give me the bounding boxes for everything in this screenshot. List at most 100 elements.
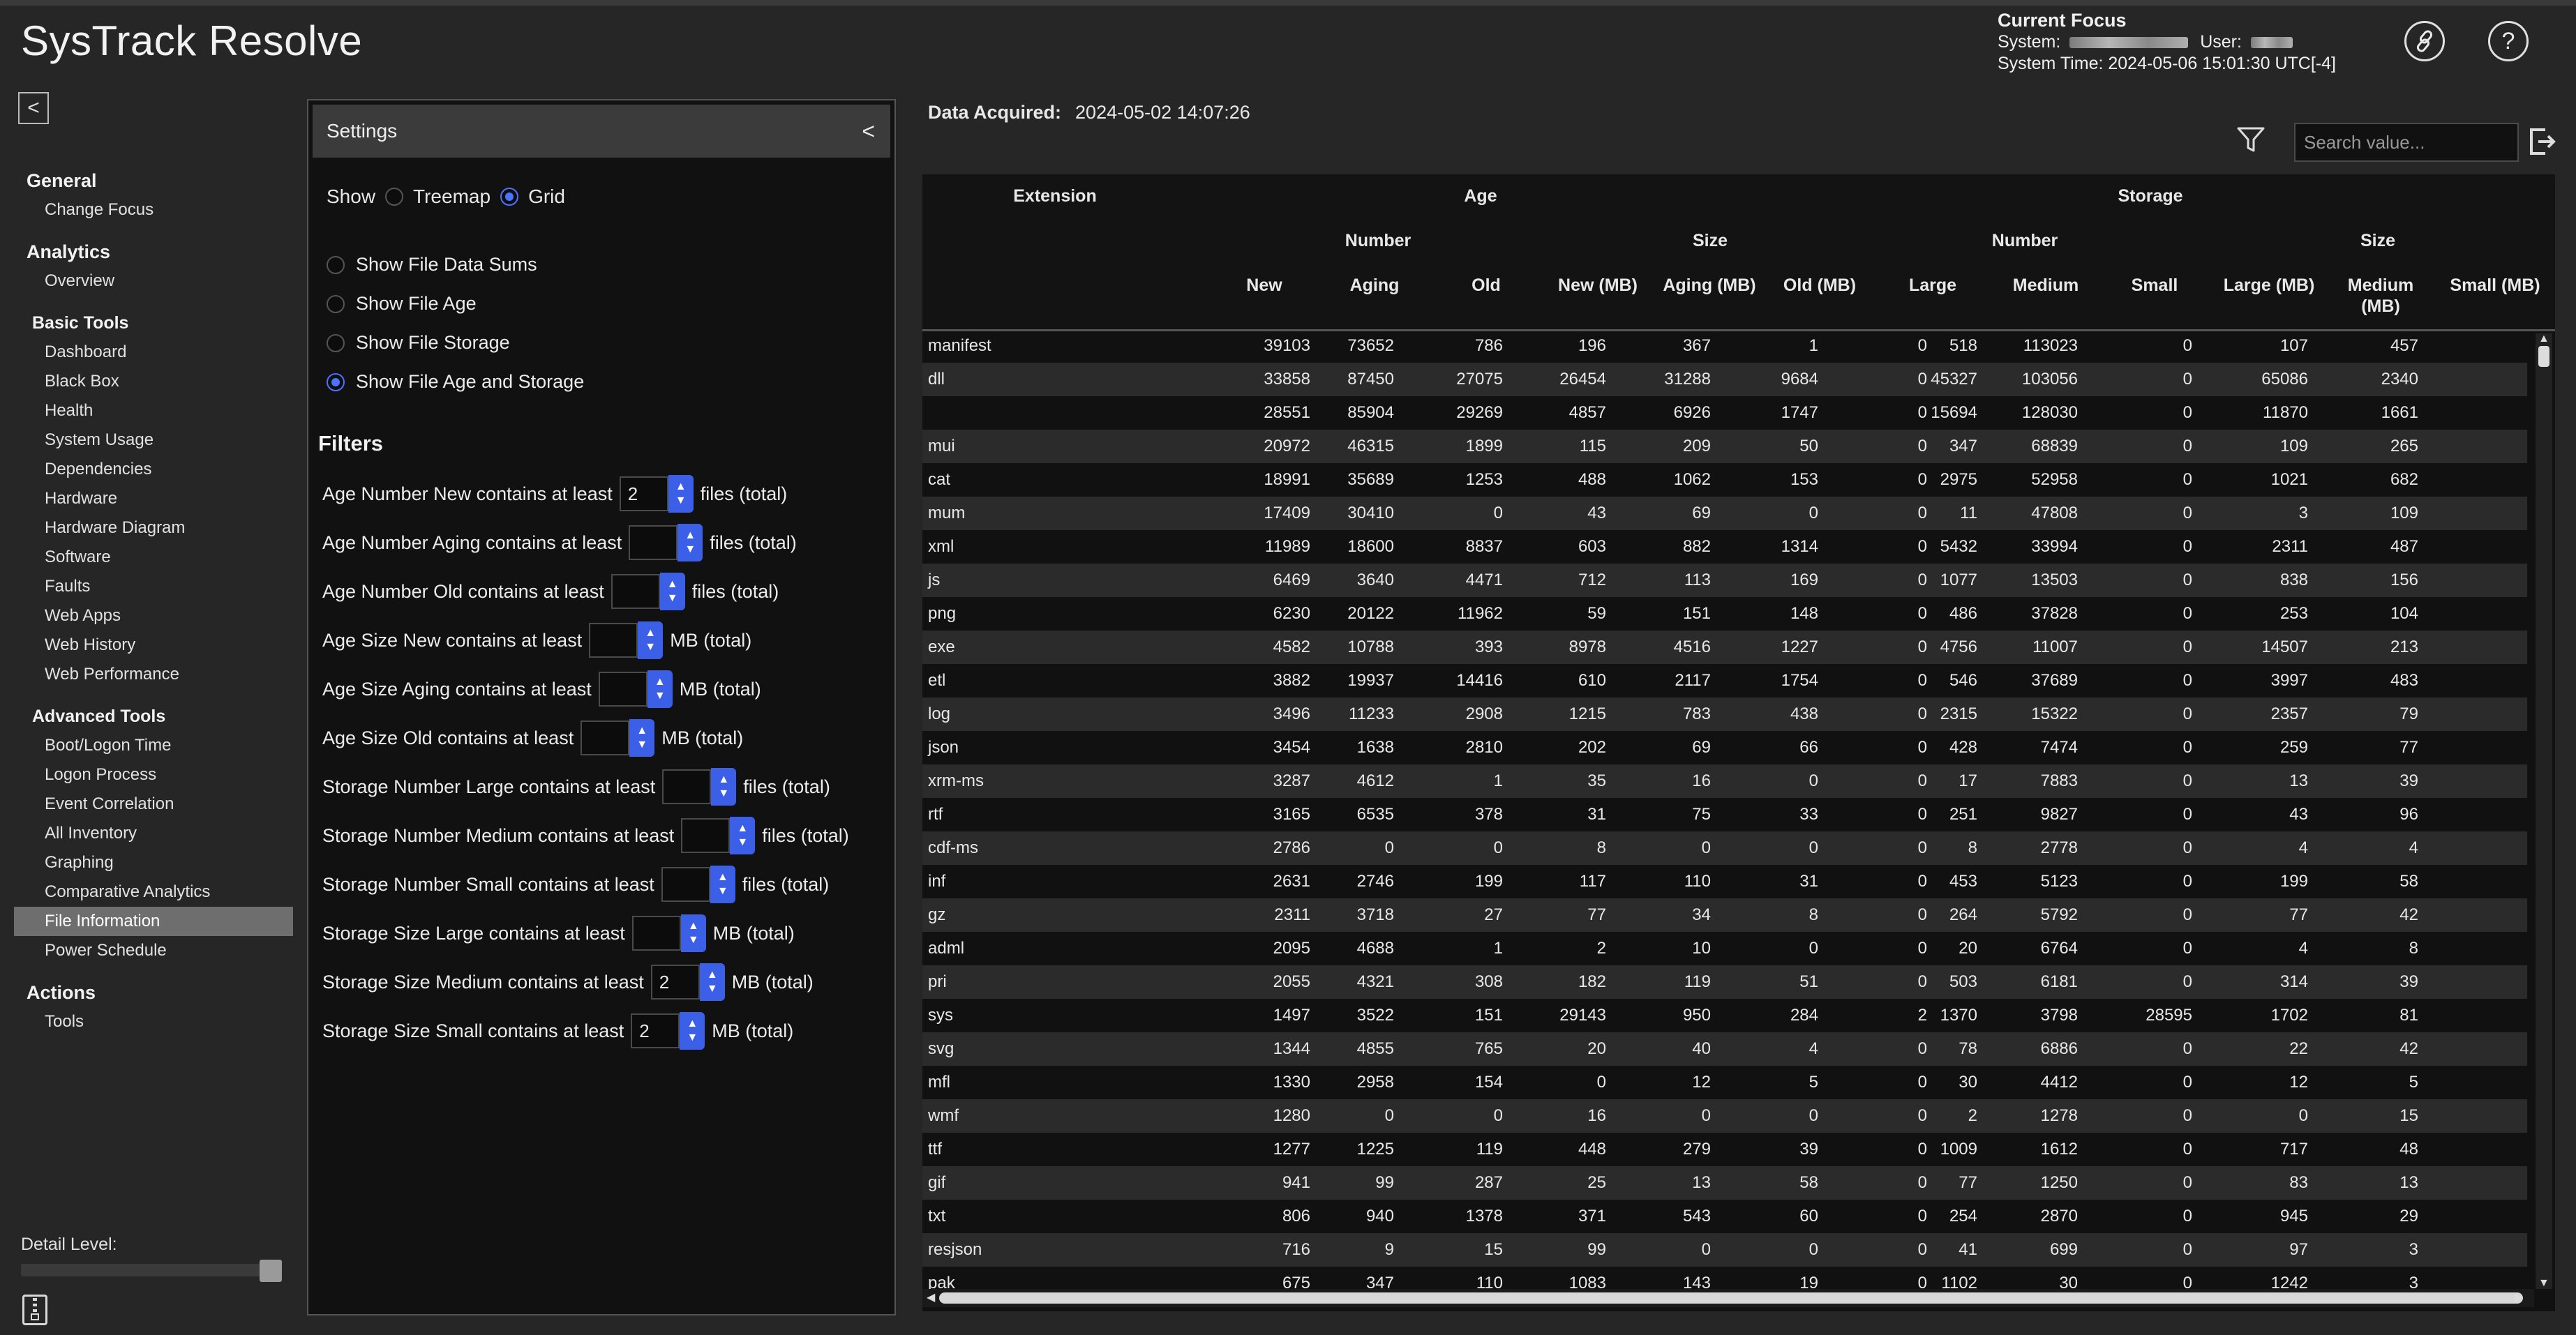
sidebar-item-overview[interactable]: Overview [45,271,115,290]
detail-level-slider-track[interactable] [21,1264,274,1276]
grid-horizontal-scrollbar[interactable]: ◀ ▶ [922,1289,2534,1307]
stepper-arrows-icon[interactable]: ▲ ▼ [680,1012,705,1050]
filter-stepper-0[interactable]: 2 ▲ ▼ [619,475,694,513]
sidebar-item-power-schedule[interactable]: Power Schedule [45,941,167,960]
filter-value-input-4[interactable] [598,672,647,707]
filter-value-input-9[interactable] [631,916,681,951]
filter-stepper-8[interactable]: ▲ ▼ [661,866,735,903]
option-radio-3[interactable] [327,372,345,391]
sidebar-item-web-performance[interactable]: Web Performance [45,665,179,684]
stepper-arrows-icon[interactable]: ▲ ▼ [659,573,685,610]
option-radio-2[interactable] [327,333,345,352]
detail-level-slider-handle[interactable] [260,1260,282,1282]
filter-stepper-10[interactable]: 2 ▲ ▼ [650,963,725,1001]
filter-value-input-2[interactable] [611,574,660,609]
table-row[interactable]: manifest 39103 73652 786 196 367 1 0 518 113023 0 1… [922,329,2527,363]
zip-file-icon[interactable] [22,1295,47,1325]
sidebar-item-dashboard[interactable]: Dashboard [45,342,127,361]
table-row[interactable]: sys 1497 3522 151 29143 950 284 2 1370 3798 28595 1… [922,999,2527,1032]
filter-stepper-5[interactable]: ▲ ▼ [581,719,655,757]
filter-value-input-3[interactable] [589,623,638,658]
treemap-radio[interactable] [385,188,404,206]
scroll-down-arrow-icon[interactable]: ▼ [2538,1277,2549,1289]
sidebar-item-hardware-diagram[interactable]: Hardware Diagram [45,518,186,537]
table-row[interactable]: js 6469 3640 4471 712 113 169 0 1077 13503 0 838 156 [922,564,2527,597]
stepper-arrows-icon[interactable]: ▲ ▼ [668,475,694,513]
filter-stepper-11[interactable]: 2 ▲ ▼ [631,1012,705,1050]
stepper-arrows-icon[interactable]: ▲ ▼ [710,866,735,903]
filter-value-input-0[interactable]: 2 [619,476,668,511]
table-row[interactable]: ttf 1277 1225 119 448 279 39 0 1009 1612 0 717 48 [922,1133,2527,1166]
sidebar-item-black-box[interactable]: Black Box [45,372,119,391]
stepper-arrows-icon[interactable]: ▲ ▼ [638,621,664,659]
horizontal-scroll-thumb[interactable] [939,1292,2523,1304]
sidebar-item-change-focus[interactable]: Change Focus [45,200,154,219]
table-row[interactable]: pri 2055 4321 308 182 119 51 0 503 6181 0 314 39 [922,965,2527,999]
filter-stepper-1[interactable]: ▲ ▼ [629,524,703,561]
sidebar-item-graphing[interactable]: Graphing [45,853,114,872]
filter-value-input-7[interactable] [681,818,731,853]
table-row[interactable]: wmf 1280 0 0 16 0 0 0 2 1278 0 0 15 [922,1099,2527,1133]
table-row[interactable]: rtf 3165 6535 378 31 75 33 0 251 9827 0 43 96 [922,798,2527,831]
table-row[interactable]: txt 806 940 1378 371 543 60 0 254 2870 0 945 29 [922,1200,2527,1233]
filter-stepper-6[interactable]: ▲ ▼ [662,768,737,806]
collapse-nav-button[interactable]: < [18,92,49,124]
sidebar-item-file-information[interactable]: File Information [14,907,293,936]
scroll-left-arrow-icon[interactable]: ◀ [927,1292,936,1304]
filter-icon[interactable] [2236,124,2266,155]
table-row[interactable]: mfl 1330 2958 154 0 12 5 0 30 4412 0 12 5 [922,1066,2527,1099]
stepper-arrows-icon[interactable]: ▲ ▼ [699,963,725,1001]
filter-value-input-6[interactable] [662,769,712,804]
sidebar-item-web-history[interactable]: Web History [45,635,136,654]
filter-stepper-7[interactable]: ▲ ▼ [681,817,756,854]
table-row[interactable]: cat 18991 35689 1253 488 1062 153 0 2975 52958 0 10… [922,463,2527,497]
filter-value-input-10[interactable]: 2 [650,965,700,1000]
table-row[interactable]: gif 941 99 287 25 13 58 0 77 1250 0 83 13 [922,1166,2527,1200]
export-icon[interactable] [2526,126,2558,158]
filter-value-input-1[interactable] [629,525,678,560]
sidebar-item-tools[interactable]: Tools [45,1012,84,1031]
scroll-up-arrow-icon[interactable]: ▲ [2538,333,2549,345]
stepper-arrows-icon[interactable]: ▲ ▼ [680,914,706,952]
sidebar-item-logon-process[interactable]: Logon Process [45,765,157,784]
table-row[interactable]: resjson 716 9 15 99 0 0 0 41 699 0 97 3 [922,1233,2527,1267]
stepper-arrows-icon[interactable]: ▲ ▼ [647,670,673,708]
help-button[interactable]: ? [2488,21,2529,61]
stepper-arrows-icon[interactable]: ▲ ▼ [629,719,655,757]
table-row[interactable]: 28551 85904 29269 4857 6926 1747 0 15694 128030 0… [922,396,2527,430]
sidebar-item-dependencies[interactable]: Dependencies [45,460,152,478]
grid-vertical-scrollbar[interactable]: ▲ ▼ [2536,333,2552,1289]
table-row[interactable]: gz 2311 3718 27 77 34 8 0 264 5792 0 77 42 [922,898,2527,932]
filter-value-input-5[interactable] [581,721,630,755]
table-row[interactable]: adml 2095 4688 1 2 10 0 0 20 6764 0 4 8 [922,932,2527,965]
sidebar-item-boot-logon-time[interactable]: Boot/Logon Time [45,736,172,755]
stepper-arrows-icon[interactable]: ▲ ▼ [677,524,703,561]
table-row[interactable]: json 3454 1638 2810 202 69 66 0 428 7474 0 259 77 [922,731,2527,764]
filter-stepper-4[interactable]: ▲ ▼ [598,670,673,708]
sidebar-item-software[interactable]: Software [45,548,111,566]
table-row[interactable]: etl 3882 19937 14416 610 2117 1754 0 546 37689 0 39… [922,664,2527,697]
filter-value-input-8[interactable] [661,867,710,902]
filter-stepper-3[interactable]: ▲ ▼ [589,621,664,659]
table-row[interactable]: xrm-ms 3287 4612 1 35 16 0 0 17 7883 0 13 39 [922,764,2527,798]
table-row[interactable]: dll 33858 87450 27075 26454 31288 9684 0 45327 10… [922,363,2527,396]
table-row[interactable]: exe 4582 10788 393 8978 4516 1227 0 4756 11007 0 14… [922,631,2527,664]
table-row[interactable]: log 3496 11233 2908 1215 783 438 0 2315 15322 0 235… [922,697,2527,731]
table-row[interactable]: xml 11989 18600 8837 603 882 1314 0 5432 33994 0 23… [922,530,2527,564]
table-row[interactable]: inf 2631 2746 199 117 110 31 0 453 5123 0 199 58 [922,865,2527,898]
sidebar-item-all-inventory[interactable]: All Inventory [45,824,137,843]
collapse-settings-chevron-icon[interactable]: < [862,119,875,144]
option-radio-1[interactable] [327,294,345,313]
grid-radio[interactable] [500,188,519,206]
sidebar-item-hardware[interactable]: Hardware [45,489,118,508]
sidebar-item-comparative-analytics[interactable]: Comparative Analytics [45,882,211,901]
filter-value-input-11[interactable]: 2 [631,1013,680,1048]
table-row[interactable]: svg 1344 4855 765 20 40 4 0 78 6886 0 22 42 [922,1032,2527,1066]
search-input[interactable]: Search value... [2294,123,2519,162]
sidebar-item-event-correlation[interactable]: Event Correlation [45,794,174,813]
table-row[interactable]: cdf-ms 2786 0 0 8 0 0 0 8 2778 0 4 4 [922,831,2527,865]
sidebar-item-web-apps[interactable]: Web Apps [45,606,121,625]
option-radio-0[interactable] [327,255,345,274]
stepper-arrows-icon[interactable]: ▲ ▼ [711,768,737,806]
vertical-scroll-thumb[interactable] [2538,346,2549,367]
